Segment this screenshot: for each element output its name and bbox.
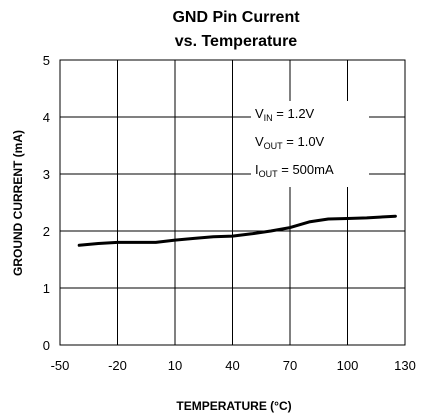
series-line — [77, 214, 397, 247]
y-axis-label: GROUND CURRENT (mA) — [11, 130, 25, 276]
x-axis-label: TEMPERATURE (°C) — [176, 399, 291, 413]
x-tick-label: -50 — [51, 358, 70, 373]
annotation-line: VIN = 1.2V — [255, 106, 315, 123]
annotation-subscript: OUT — [259, 169, 279, 179]
y-tick-label: 3 — [43, 167, 50, 182]
annotation-background — [251, 101, 369, 187]
y-tick-label: 0 — [43, 338, 50, 353]
annotation-value: = 1.2V — [273, 106, 315, 121]
annotation-value: = 1.0V — [283, 134, 325, 149]
annotation-subscript: IN — [264, 113, 273, 123]
y-tick-label: 2 — [43, 224, 50, 239]
annotation-line: IOUT = 500mA — [255, 162, 334, 179]
x-tick-label: 10 — [168, 358, 182, 373]
x-tick-label: 100 — [337, 358, 359, 373]
annotation-line: VOUT = 1.0V — [255, 134, 325, 151]
chart-title-line-2: vs. Temperature — [175, 33, 298, 50]
x-tick-label: 40 — [225, 358, 239, 373]
x-tick-labels: -50 -20 10 40 70 100 130 — [51, 358, 416, 373]
annotation-symbol: V — [255, 106, 264, 121]
annotation-subscript: OUT — [264, 141, 284, 151]
annotation-symbol: I — [255, 162, 259, 177]
annotation-value: = 500mA — [278, 162, 334, 177]
y-tick-labels: 0 1 2 3 4 5 — [43, 53, 50, 353]
x-tick-label: -20 — [108, 358, 127, 373]
y-tick-label: 4 — [43, 110, 50, 125]
x-tick-label: 130 — [394, 358, 416, 373]
y-tick-label: 1 — [43, 281, 50, 296]
y-tick-label: 5 — [43, 53, 50, 68]
series-layer — [77, 214, 397, 247]
plot-frame — [59, 59, 406, 346]
chart-title-line-1: GND Pin Current — [172, 9, 300, 26]
annotation-symbol: V — [255, 134, 264, 149]
x-tick-label: 70 — [283, 358, 297, 373]
